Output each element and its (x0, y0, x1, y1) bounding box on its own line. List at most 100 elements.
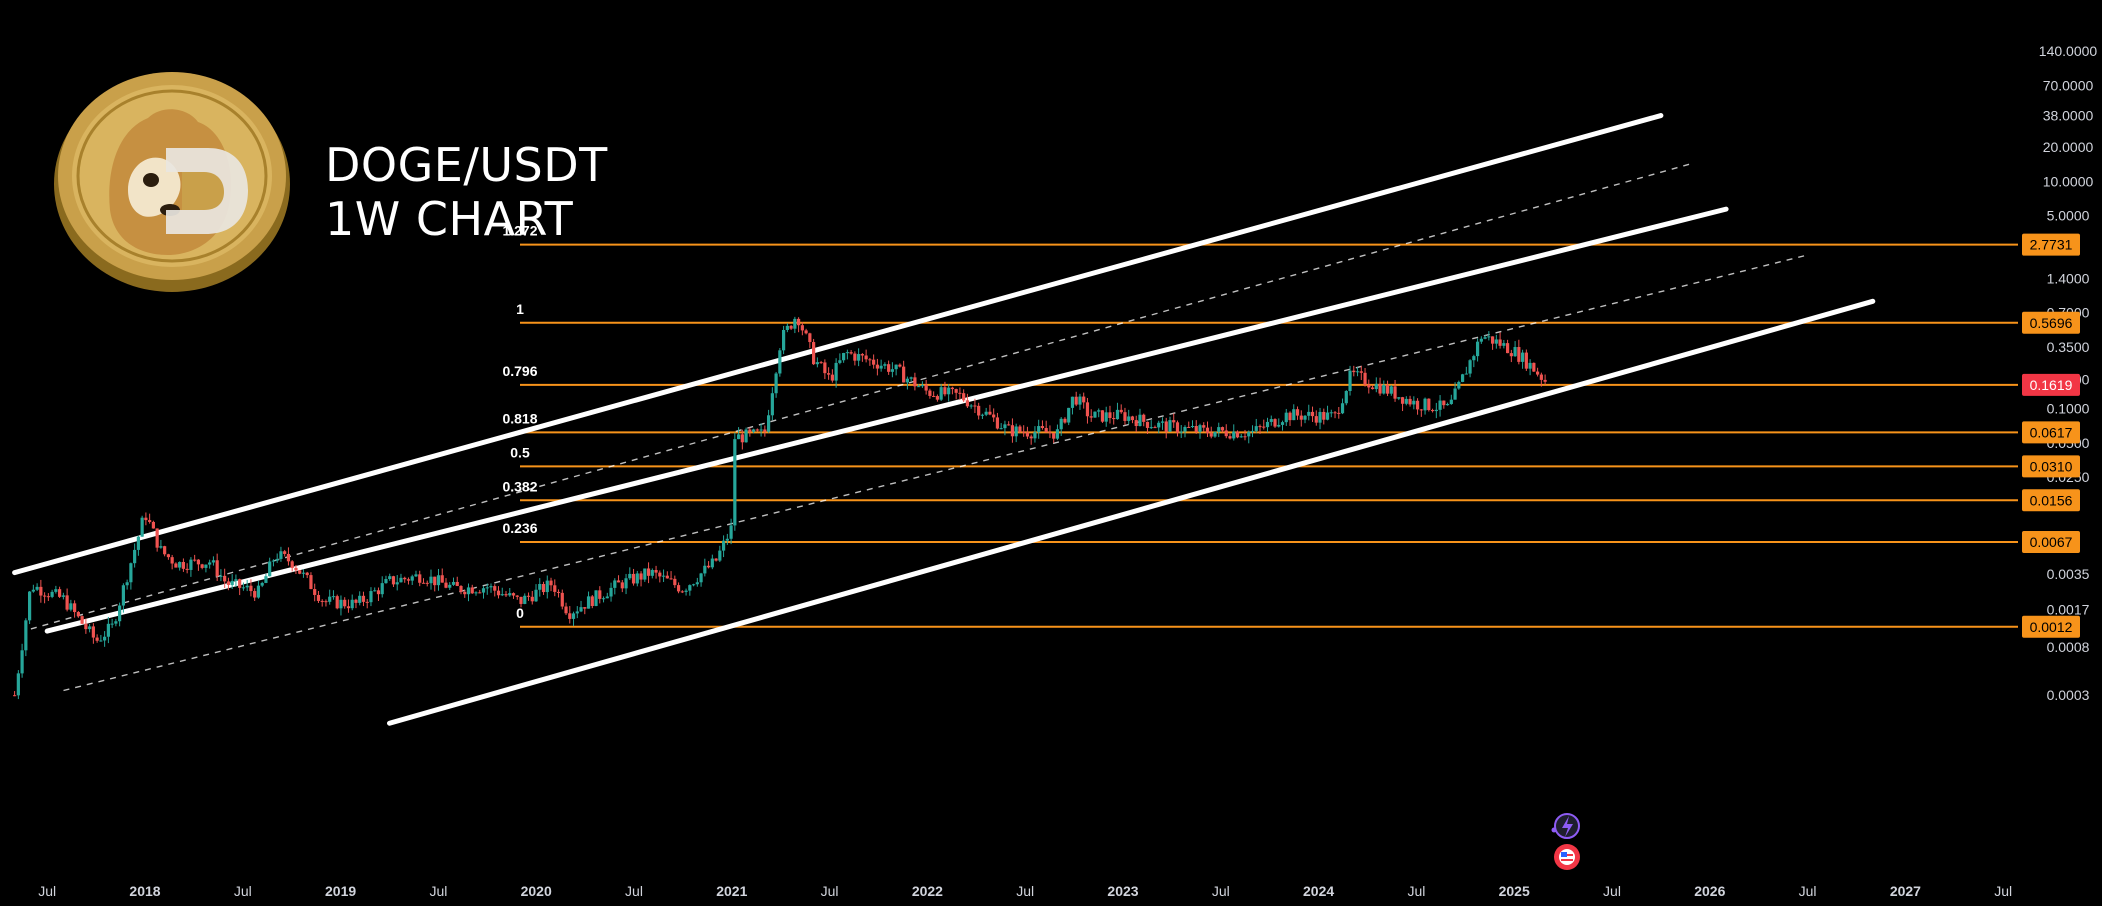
candle-body (200, 564, 204, 568)
y-axis-tick-label: 0.0017 (2047, 602, 2090, 618)
fib-price-label: 0.0310 (2030, 458, 2073, 474)
candle-body (241, 587, 246, 589)
candle-body (774, 373, 778, 394)
candle-body (770, 393, 774, 416)
candle-body (1363, 372, 1367, 385)
candle-body (1172, 420, 1176, 423)
candle-body (605, 596, 609, 599)
candle-body (343, 599, 347, 607)
candle-body (1097, 410, 1101, 412)
candle-body (80, 616, 84, 624)
candle-body (1048, 432, 1052, 434)
lightning-event-icon[interactable] (1551, 813, 1580, 839)
candle-body (271, 560, 276, 562)
candle-body (496, 590, 501, 596)
candle-body (992, 414, 996, 418)
candle-body (1078, 396, 1082, 405)
candle-body (433, 576, 437, 586)
candle-body (380, 583, 384, 595)
candle-body (530, 596, 534, 602)
candle-body (1055, 429, 1060, 439)
y-axis-tick-label: 70.0000 (2043, 77, 2094, 93)
candle-body (1183, 426, 1187, 432)
x-axis-tick-label: 2021 (716, 883, 747, 899)
chart-title-line2: 1W CHART (325, 192, 574, 246)
candle-body (954, 389, 958, 393)
candle-body (1217, 427, 1221, 432)
x-axis-tick-label: Jul (38, 883, 56, 899)
candle-body (215, 560, 219, 577)
x-axis-tick-label: Jul (625, 883, 643, 899)
candle-body (1205, 427, 1210, 434)
x-axis-tick-label: 2025 (1499, 883, 1530, 899)
candle-body (121, 585, 125, 606)
fib-price-label: 2.7731 (2030, 237, 2073, 253)
candle-body (1329, 412, 1333, 414)
candle-body (800, 325, 804, 331)
candle-body (849, 352, 853, 354)
candle-body (1142, 414, 1146, 422)
candle-body (466, 587, 471, 595)
candle-body (1423, 398, 1427, 411)
candle-body (999, 428, 1003, 430)
candle-body (1393, 386, 1397, 399)
candle-body (939, 387, 943, 400)
chart-title: DOGE/USDT 1W CHART (325, 138, 608, 246)
candle-body (1179, 431, 1183, 433)
candle-body (65, 595, 69, 610)
candle-body (335, 596, 339, 609)
candle-body (654, 569, 658, 573)
x-axis-tick-label: 2026 (1694, 883, 1725, 899)
candle-body (478, 592, 482, 594)
candle-body (166, 554, 171, 558)
candle-body (451, 581, 456, 585)
candle-body (1010, 425, 1015, 437)
candle-body (1307, 411, 1311, 416)
candle-body (661, 575, 666, 577)
candle-body (718, 550, 722, 561)
candle-body (350, 599, 354, 609)
candle-body (1322, 411, 1326, 420)
candle-body (729, 525, 733, 539)
candle-body (785, 325, 789, 331)
candle-body (665, 575, 669, 579)
candle-body (575, 611, 579, 614)
candle-body (1487, 336, 1491, 338)
candle-body (106, 623, 110, 637)
candle-body (1025, 432, 1030, 437)
candle-body (1303, 415, 1307, 420)
candle-body (1325, 412, 1330, 420)
us-flag-event-icon[interactable] (1554, 844, 1580, 870)
candle-body (264, 576, 268, 583)
candle-body (1160, 421, 1165, 423)
candle-body (470, 587, 474, 594)
candle-body (1262, 426, 1266, 428)
candle-body (1359, 371, 1363, 373)
x-axis-tick-label: 2023 (1107, 883, 1138, 899)
candle-body (1483, 337, 1487, 339)
candle-body (1112, 418, 1116, 420)
candle-body (189, 559, 193, 570)
candle-body (1232, 431, 1236, 439)
candle-body (639, 573, 643, 580)
candle-body (902, 366, 906, 383)
candle-body (1415, 400, 1420, 410)
candle-body (28, 591, 32, 621)
candle-body (1022, 431, 1026, 433)
candle-body (88, 626, 92, 630)
candle-body (1029, 436, 1033, 439)
candle-body (1052, 433, 1056, 439)
candle-body (440, 575, 444, 583)
candle-body (782, 330, 786, 351)
candle-body (1063, 418, 1067, 423)
fib-price-label-bg (2022, 455, 2080, 478)
x-axis-tick-label: 2024 (1303, 883, 1334, 899)
candle-body (898, 364, 902, 367)
candle-body (99, 640, 103, 642)
candle-body (448, 584, 452, 588)
candle-body (1089, 416, 1093, 418)
candle-body (346, 606, 351, 609)
candle-body (1494, 339, 1498, 344)
candle-body (695, 582, 699, 585)
candle-body (238, 579, 242, 588)
